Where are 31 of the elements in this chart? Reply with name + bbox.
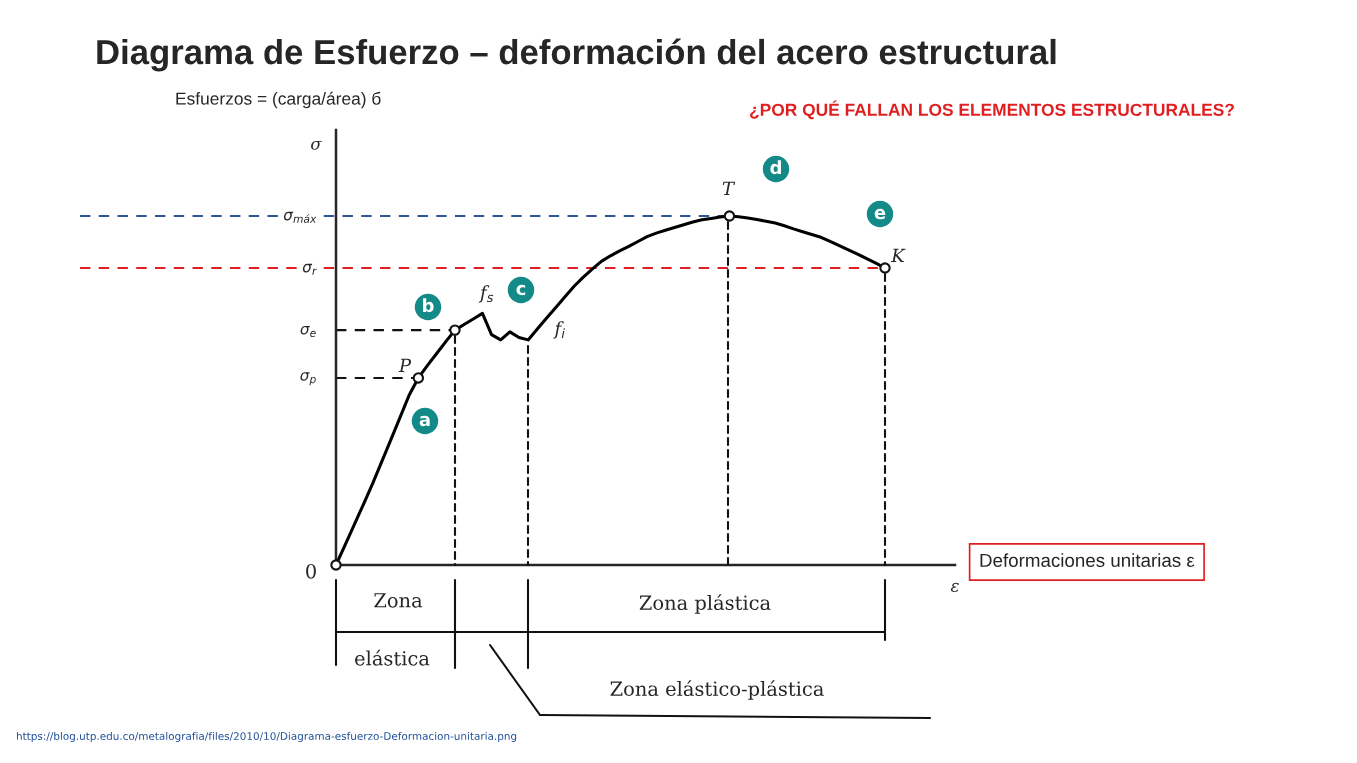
annotation: f$_{s}$	[478, 285, 494, 303]
text: 0	[306, 563, 316, 579]
annotation: P	[398, 358, 412, 372]
x-axis-title: Deformaciones unitarias ε	[980, 553, 1195, 568]
text: T	[722, 181, 736, 195]
text: Zona elástico-plástica	[610, 680, 824, 700]
ref-line-label: σ$_{r}$	[302, 263, 317, 275]
ref-line-label: σ$_{e}$	[300, 325, 316, 337]
text: d	[770, 160, 781, 175]
text: https://blog.utp.edu.co/metalografia/files/2010/10/Diagrama-esfuerzo-Deformacion-unitaria.png	[16, 731, 517, 743]
text: Esfuerzos = (carga/área) б	[176, 91, 381, 109]
ref-line-label: σ$_{p}$	[300, 372, 316, 386]
chart-title: Diagrama de Esfuerzo – deformación del acero estructural	[97, 38, 1056, 72]
point	[412, 372, 425, 384]
annotation: f$_{i}$	[553, 321, 565, 339]
point	[879, 262, 891, 274]
annotation: a	[419, 415, 430, 427]
text: ¿POR QUÉ FALLAN LOS ELEMENTOS ESTRUCTURALES?	[750, 100, 1234, 120]
text: Zona	[374, 593, 423, 608]
text: K	[890, 248, 906, 262]
point	[723, 210, 736, 222]
text: Zona plástica	[639, 594, 771, 614]
point	[330, 559, 342, 571]
text: ε	[950, 582, 959, 592]
text: elástica	[355, 649, 430, 666]
annotation: c	[516, 284, 526, 296]
annotation: b	[423, 298, 434, 313]
ref-line-label: σ$_{máx}$	[283, 211, 317, 223]
text: σ	[311, 140, 323, 150]
point	[449, 324, 461, 336]
annotation: e	[874, 208, 886, 220]
